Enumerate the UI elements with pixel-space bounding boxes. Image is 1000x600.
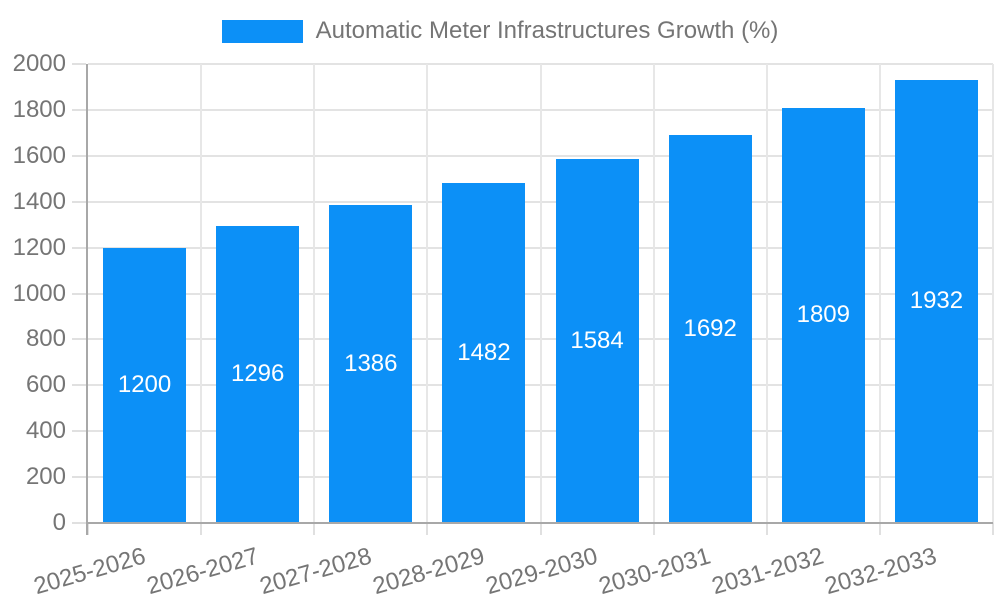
x-axis-line — [86, 522, 993, 524]
y-axis-label: 800 — [25, 325, 66, 353]
x-axis-tick — [426, 523, 429, 535]
bar-value-label: 1296 — [230, 360, 285, 388]
x-axis-tick — [87, 523, 89, 535]
y-axis-label: 0 — [52, 509, 66, 536]
bar[interactable]: 1692 — [668, 134, 752, 523]
y-axis-label: 1400 — [12, 187, 66, 215]
y-axis-tick — [72, 338, 86, 341]
v-gridline — [992, 64, 994, 523]
y-axis-label: 600 — [25, 371, 66, 399]
y-axis-label: 1200 — [12, 233, 66, 261]
bar-value-label: 1200 — [117, 371, 172, 399]
v-gridline — [200, 64, 203, 523]
bar[interactable]: 1386 — [329, 204, 413, 523]
bar-value-label: 1692 — [683, 314, 737, 342]
v-gridline — [878, 64, 881, 523]
legend-label: Automatic Meter Infrastructures Growth (… — [315, 17, 779, 44]
bar-value-label: 1386 — [344, 349, 398, 377]
bar[interactable]: 1200 — [103, 247, 187, 523]
y-axis-label: 200 — [25, 463, 66, 491]
bar[interactable]: 1296 — [216, 225, 300, 523]
v-gridline — [313, 64, 316, 523]
x-axis-tick — [200, 523, 203, 535]
bar[interactable]: 1932 — [894, 79, 978, 523]
v-gridline — [426, 64, 429, 523]
y-axis-tick — [72, 200, 86, 203]
y-axis-label: 1000 — [12, 279, 66, 307]
y-axis-label: 2000 — [12, 50, 66, 77]
x-axis-tick — [313, 523, 316, 535]
v-gridline — [652, 64, 655, 523]
bar-value-label: 1809 — [796, 301, 850, 329]
y-axis-tick — [72, 430, 86, 433]
y-axis-tick — [72, 154, 86, 157]
bar[interactable]: 1809 — [781, 107, 865, 523]
v-gridline — [765, 64, 768, 523]
y-axis-tick — [72, 246, 86, 249]
x-axis-tick — [992, 523, 994, 535]
y-axis-tick — [72, 522, 86, 524]
y-axis-tick — [72, 476, 86, 479]
x-axis-tick — [539, 523, 542, 535]
bar[interactable]: 1584 — [555, 159, 639, 523]
y-axis-tick — [72, 63, 86, 65]
x-axis-tick — [652, 523, 655, 535]
y-axis-tick — [72, 108, 86, 111]
bar-value-label: 1584 — [570, 327, 624, 355]
bar-value-label: 1482 — [457, 338, 511, 366]
y-axis-label: 1800 — [12, 95, 66, 123]
legend-swatch — [221, 19, 303, 43]
chart-legend: Automatic Meter Infrastructures Growth (… — [0, 17, 1000, 45]
x-axis-tick — [765, 523, 768, 535]
v-gridline — [539, 64, 542, 523]
bar[interactable]: 1482 — [442, 182, 526, 523]
x-axis-tick — [878, 523, 881, 535]
y-axis-line — [86, 64, 88, 535]
bar-value-label: 1932 — [909, 287, 964, 315]
plot-area: 1200 1296 1386 1482 1584 1692 1809 1932 — [88, 63, 994, 523]
y-axis-label: 1600 — [12, 141, 66, 169]
y-axis-tick — [72, 384, 86, 387]
y-axis-tick — [72, 292, 86, 295]
y-axis-label: 400 — [25, 417, 66, 445]
